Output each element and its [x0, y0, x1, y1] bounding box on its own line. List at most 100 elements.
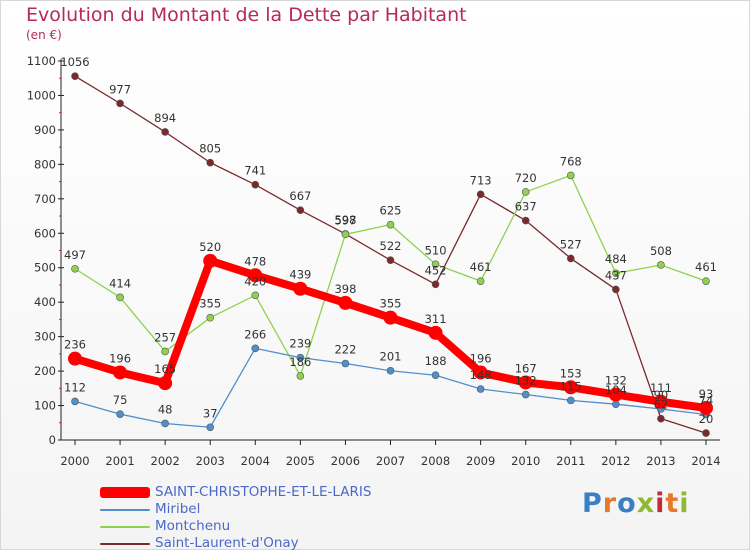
- data-label-montchenu: 625: [380, 204, 402, 218]
- x-tick-label: 2013: [646, 454, 675, 468]
- data-label-montchenu: 768: [560, 154, 582, 168]
- data-point-saint-laurent: [116, 99, 124, 108]
- data-point-saint-christophe: [248, 268, 263, 283]
- data-point-saint-laurent: [431, 280, 440, 289]
- y-tick-label: 500: [34, 261, 56, 275]
- data-point-montchenu: [431, 260, 440, 269]
- x-tick-label: 2009: [466, 454, 495, 468]
- data-point-saint-christophe: [653, 394, 668, 409]
- logo-letter: P: [582, 488, 603, 519]
- data-point-saint-christophe: [383, 310, 398, 325]
- logo-letter: i: [679, 488, 690, 519]
- data-label-saint-christophe: 236: [64, 338, 86, 352]
- y-tick-label: 300: [34, 330, 56, 344]
- data-point-saint-laurent: [566, 254, 575, 263]
- logo-letter: o: [617, 488, 637, 519]
- x-tick-label: 2001: [105, 454, 134, 468]
- x-tick-label: 2002: [151, 454, 180, 468]
- legend-label-montchenu: Montchenu: [155, 518, 231, 534]
- data-label-saint-christophe: 153: [560, 366, 582, 380]
- data-label-miribel: 239: [289, 337, 311, 351]
- x-tick-label: 2008: [421, 454, 450, 468]
- y-tick-label: 800: [34, 157, 56, 171]
- data-label-miribel: 90: [654, 388, 669, 402]
- data-point-miribel: [476, 385, 485, 393]
- data-label-saint-christophe: 478: [244, 254, 266, 268]
- data-label-saint-christophe: 398: [334, 282, 356, 296]
- data-label-saint-laurent: 713: [470, 173, 492, 187]
- y-tick-label: 1000: [27, 88, 56, 102]
- data-label-saint-laurent: 527: [560, 237, 582, 251]
- data-point-montchenu: [161, 347, 169, 356]
- data-label-saint-christophe: 439: [289, 268, 311, 282]
- data-label-miribel: 115: [560, 379, 582, 393]
- x-tick-label: 2010: [511, 454, 540, 468]
- data-point-saint-christophe: [68, 351, 82, 366]
- data-label-montchenu: 497: [64, 248, 86, 262]
- data-point-montchenu: [612, 269, 620, 278]
- data-point-miribel: [296, 353, 305, 362]
- data-label-miribel: 74: [699, 394, 714, 408]
- data-label-miribel: 201: [380, 350, 402, 364]
- data-label-miribel: 132: [515, 374, 537, 388]
- y-tick-label: 200: [34, 364, 56, 378]
- data-label-miribel: 104: [605, 383, 627, 397]
- data-point-miribel: [431, 371, 440, 380]
- data-point-saint-laurent: [251, 180, 260, 189]
- x-tick-label: 2014: [691, 454, 720, 468]
- data-point-miribel: [386, 366, 395, 375]
- data-label-saint-laurent: 20: [699, 412, 714, 426]
- logo-letter: r: [602, 488, 618, 519]
- data-point-saint-christophe: [158, 376, 173, 391]
- legend-label-saint-christophe: SAINT-CHRISTOPHE-ET-LE-LARIS: [155, 484, 372, 500]
- data-label-saint-christophe: 93: [699, 387, 714, 401]
- data-point-miribel: [341, 359, 350, 368]
- data-label-saint-laurent: 62: [654, 398, 669, 412]
- data-point-miribel: [161, 419, 169, 428]
- data-label-saint-laurent: 437: [605, 268, 627, 282]
- data-label-saint-christophe: 520: [199, 240, 221, 254]
- data-point-saint-christophe: [563, 380, 578, 395]
- data-point-saint-christophe: [473, 365, 488, 380]
- data-point-saint-laurent: [521, 216, 530, 225]
- line-chart: 0 100 200 300 400 500 600 700 800 900 1000 1100 2000…: [27, 54, 721, 468]
- data-label-saint-laurent: 741: [244, 164, 266, 178]
- data-point-miribel: [206, 423, 215, 432]
- legend-label-miribel: Miribel: [155, 501, 201, 517]
- data-label-miribel: 48: [158, 402, 173, 416]
- data-label-saint-laurent: 1056: [60, 55, 89, 69]
- data-label-miribel: 112: [64, 380, 86, 394]
- data-label-montchenu: 420: [244, 274, 266, 288]
- y-tick-label: 400: [34, 295, 56, 309]
- data-label-montchenu: 720: [515, 171, 537, 185]
- chart-title: Evolution du Montant de la Dette par Hab…: [26, 4, 467, 26]
- data-label-montchenu: 414: [109, 276, 131, 290]
- data-point-montchenu: [251, 291, 260, 300]
- data-point-miribel: [521, 390, 530, 399]
- x-tick-label: 2012: [601, 454, 630, 468]
- data-label-saint-laurent: 894: [154, 111, 176, 125]
- data-point-miribel: [116, 410, 124, 418]
- data-label-montchenu: 186: [289, 355, 311, 369]
- y-tick-label: 100: [34, 399, 56, 413]
- data-label-saint-christophe: 167: [515, 361, 537, 375]
- data-point-montchenu: [657, 261, 665, 269]
- legend-swatch-montchenu: [100, 526, 150, 528]
- data-label-saint-laurent: 522: [380, 239, 402, 253]
- data-label-saint-laurent: 977: [109, 82, 131, 96]
- x-tick-label: 2000: [60, 454, 89, 468]
- data-point-saint-christophe: [518, 375, 533, 390]
- y-tick-label: 0: [49, 433, 56, 447]
- data-point-saint-laurent: [612, 285, 620, 294]
- data-label-montchenu: 484: [605, 252, 627, 266]
- data-label-saint-christophe: 196: [470, 351, 492, 365]
- y-tick-label: 900: [34, 123, 56, 137]
- data-label-miribel: 37: [203, 406, 218, 420]
- data-point-montchenu: [71, 264, 79, 273]
- data-point-montchenu: [566, 171, 575, 180]
- legend-swatch-miribel: [100, 509, 150, 511]
- data-point-saint-laurent: [71, 72, 79, 80]
- data-label-montchenu: 355: [199, 297, 221, 311]
- data-label-montchenu: 257: [154, 330, 176, 344]
- proxiti-logo: Proxiti: [582, 488, 690, 519]
